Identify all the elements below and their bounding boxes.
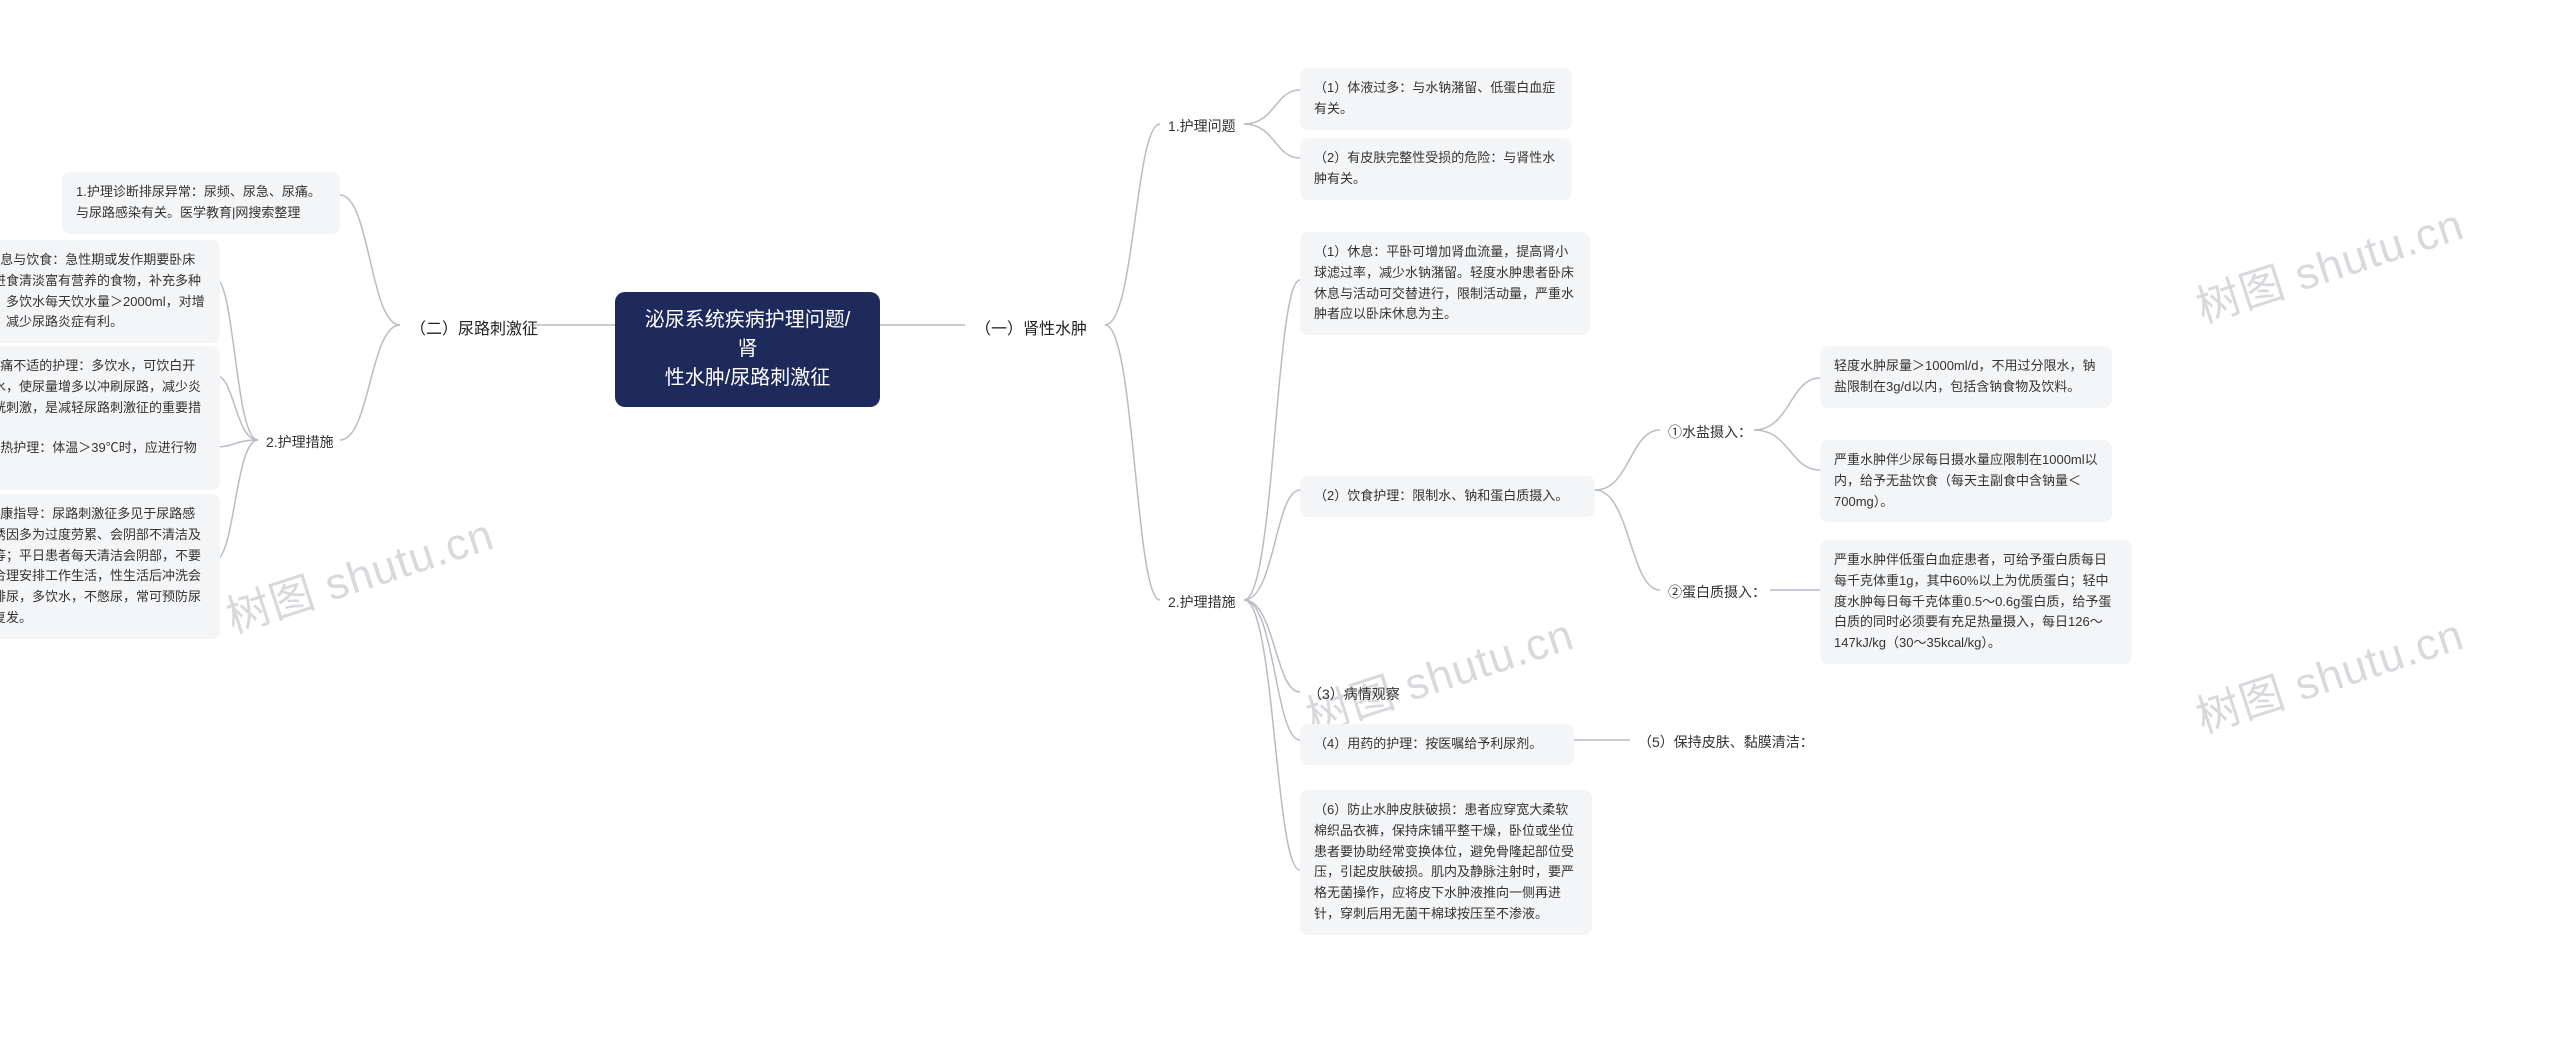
watermark: 树图 shutu.cn bbox=[217, 499, 501, 646]
right-p2-2: （2）饮食护理：限制水、钠和蛋白质摄入。 bbox=[1300, 476, 1595, 517]
right-p2-1: （1）休息：平卧可增加肾血流量，提高肾小球滤过率，减少水钠潴留。轻度水肿患者卧床… bbox=[1300, 232, 1590, 335]
root-line2: 性水肿/尿路刺激征 bbox=[637, 364, 858, 393]
right-p2-5: （5）保持皮肤、黏膜清洁： bbox=[1630, 728, 1822, 757]
right-p2-6: （6）防止水肿皮肤破损：患者应穿宽大柔软棉织品衣裤，保持床铺平整干燥，卧位或坐位… bbox=[1300, 790, 1592, 935]
right-p2-2b: ②蛋白质摄入： bbox=[1660, 578, 1774, 607]
branch-right: （一）肾性水肿 bbox=[965, 312, 1115, 348]
root-node: 泌尿系统疾病护理问题/肾 性水肿/尿路刺激征 bbox=[615, 292, 880, 407]
branch-left: （二）尿路刺激征 bbox=[400, 312, 570, 348]
root-line1: 泌尿系统疾病护理问题/肾 bbox=[637, 306, 858, 364]
watermark: 树图 shutu.cn bbox=[2187, 189, 2471, 336]
right-p2-4: （4）用药的护理：按医嘱给予利尿剂。 bbox=[1300, 724, 1574, 765]
left-n1: 1.护理诊断排尿异常：尿频、尿急、尿痛。与尿路感染有关。医学教育|网搜索整理 bbox=[62, 172, 340, 234]
left-n2: 2.护理措施 bbox=[258, 428, 342, 457]
right-p2-2a-1: 轻度水肿尿量＞1000ml/d，不用过分限水，钠盐限制在3g/d以内，包括含钠食… bbox=[1820, 346, 2112, 408]
left-n2-1: （1）休息与饮食：急性期或发作期要卧床休息，进食清淡富有营养的食物，补充多种维生… bbox=[0, 240, 220, 343]
right-p1-2: （2）有皮肤完整性受损的危险：与肾性水肿有关。 bbox=[1300, 138, 1572, 200]
right-p2-2b-1: 严重水肿伴低蛋白血症患者，可给予蛋白质每日每千克体重1g，其中60%以上为优质蛋… bbox=[1820, 540, 2132, 664]
left-n2-5: （5）健康指导：尿路刺激征多见于尿路感染，其诱因多为过度劳累、会阴部不清洁及性生… bbox=[0, 494, 220, 639]
connectors bbox=[0, 0, 2560, 1060]
right-p1: 1.护理问题 bbox=[1160, 112, 1244, 141]
right-p2-2a-2: 严重水肿伴少尿每日摄水量应限制在1000ml以内，给予无盐饮食（每天主副食中含钠… bbox=[1820, 440, 2112, 522]
right-p2-3: （3）病情观察 bbox=[1300, 680, 1408, 709]
right-p2: 2.护理措施 bbox=[1160, 588, 1244, 617]
right-p1-1: （1）体液过多：与水钠潴留、低蛋白血症有关。 bbox=[1300, 68, 1572, 130]
watermark: 树图 shutu.cn bbox=[2187, 599, 2471, 746]
right-p2-2a: ①水盐摄入： bbox=[1660, 418, 1760, 447]
left-n2-3: （3）高热护理：体温＞39℃时，应进行物理降温 bbox=[0, 428, 220, 490]
